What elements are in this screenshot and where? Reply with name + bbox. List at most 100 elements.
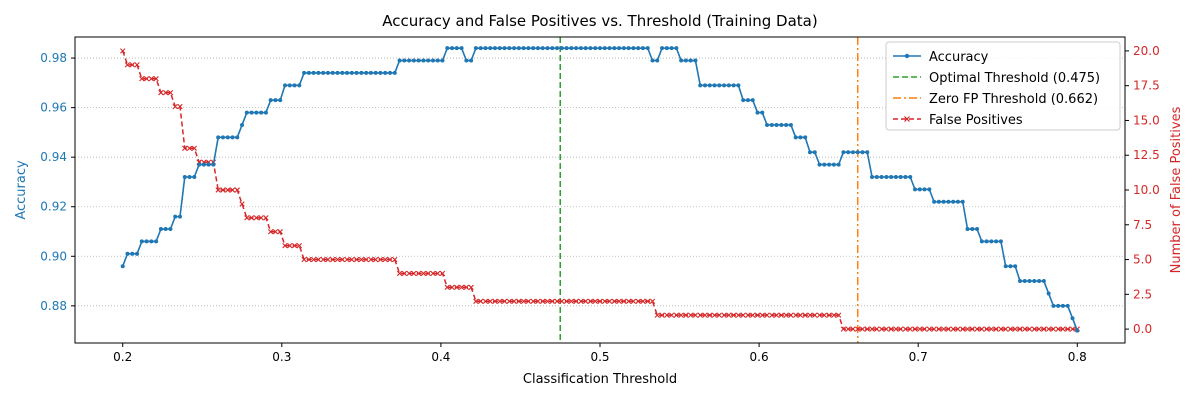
accuracy-point: [383, 70, 388, 75]
accuracy-point: [765, 122, 770, 127]
false-positives-point: [845, 326, 851, 332]
accuracy-point: [149, 239, 154, 244]
accuracy-point: [311, 70, 316, 75]
false-positives-point: [287, 242, 293, 249]
accuracy-point: [669, 46, 674, 51]
accuracy-point: [693, 58, 698, 63]
false-positives-point: [826, 312, 832, 318]
accuracy-point: [664, 46, 669, 51]
accuracy-point: [998, 239, 1003, 244]
accuracy-point: [316, 70, 321, 75]
false-positives-point: [544, 298, 551, 304]
accuracy-point: [216, 135, 221, 140]
false-positives-point: [425, 270, 431, 277]
false-positives-point: [143, 76, 150, 82]
accuracy-point: [545, 46, 550, 51]
accuracy-point: [402, 58, 407, 63]
y-right-tick-label: 5.0: [1133, 253, 1152, 267]
false-positives-point: [621, 298, 627, 304]
false-positives-point: [511, 298, 517, 304]
false-positives-point: [1069, 326, 1076, 332]
chart-title: Accuracy and False Positives vs. Thresho…: [382, 12, 817, 30]
false-positives-point: [306, 256, 312, 263]
false-positives-point: [1012, 326, 1018, 332]
y-left-axis-ticks: 0.88 0.90 0.92 0.94 0.96 0.98: [40, 51, 75, 313]
false-positives-point: [888, 326, 894, 332]
false-positives-point: [225, 187, 231, 193]
accuracy-point: [1046, 291, 1051, 296]
false-positives-point: [382, 256, 388, 263]
accuracy-point: [1008, 264, 1013, 269]
false-positives-point: [654, 312, 660, 318]
accuracy-point: [297, 83, 302, 88]
accuracy-point: [917, 187, 922, 192]
false-positives-point: [215, 187, 221, 193]
false-positives-point: [625, 298, 632, 304]
accuracy-point: [435, 58, 440, 63]
false-positives-point: [917, 326, 923, 332]
accuracy-point: [626, 46, 631, 51]
false-positives-point: [721, 312, 727, 318]
x-tick-label: 0.2: [113, 350, 132, 364]
false-positives-point: [525, 298, 532, 304]
y-left-tick-label: 0.96: [40, 101, 67, 115]
accuracy-point: [803, 135, 808, 140]
accuracy-point: [870, 174, 875, 179]
x-tick-label: 0.6: [750, 350, 769, 364]
false-positives-point: [902, 326, 909, 332]
accuracy-point: [516, 46, 521, 51]
accuracy-point: [793, 135, 798, 140]
grid-lines: [75, 57, 1125, 307]
accuracy-point: [392, 70, 397, 75]
false-positives-point: [339, 256, 345, 263]
accuracy-point: [368, 70, 373, 75]
false-positives-point: [874, 326, 880, 332]
accuracy-point: [535, 46, 540, 51]
false-positives-point: [120, 48, 126, 54]
accuracy-point: [144, 239, 149, 244]
accuracy-point: [841, 150, 846, 155]
accuracy-point: [354, 70, 359, 75]
accuracy-point: [1075, 328, 1080, 333]
false-positives-point: [945, 326, 952, 332]
accuracy-point: [731, 83, 736, 88]
false-positives-point: [458, 284, 465, 291]
false-positives-point: [582, 298, 589, 304]
accuracy-point: [578, 46, 583, 51]
accuracy-point: [827, 162, 832, 167]
accuracy-point: [903, 174, 908, 179]
false-positives-point: [220, 187, 226, 193]
accuracy-point: [1032, 279, 1037, 284]
false-positives-point: [659, 312, 665, 318]
accuracy-point: [860, 150, 865, 155]
false-positives-point: [707, 312, 713, 318]
accuracy-point: [850, 150, 855, 155]
false-positives-point: [272, 229, 279, 235]
legend-box: [885, 41, 1121, 131]
accuracy-point: [822, 162, 827, 167]
accuracy-series: [120, 46, 1080, 333]
false-positives-point: [411, 270, 417, 277]
x-tick-label: 0.7: [909, 350, 928, 364]
accuracy-point: [125, 251, 130, 256]
accuracy-point: [965, 227, 970, 232]
x-tick-label: 0.5: [590, 350, 609, 364]
accuracy-point: [960, 199, 965, 204]
accuracy-point: [750, 98, 755, 103]
false-positives-point: [239, 201, 245, 207]
accuracy-point: [913, 187, 917, 192]
accuracy-point: [178, 214, 182, 219]
false-positives-point: [692, 312, 699, 318]
accuracy-point: [163, 227, 168, 232]
accuracy-point: [1013, 264, 1018, 269]
accuracy-point: [197, 162, 202, 167]
false-positives-point: [673, 312, 680, 318]
accuracy-point: [130, 251, 135, 256]
accuracy-point: [927, 187, 932, 192]
accuracy-point: [989, 239, 994, 244]
false-positives-point: [334, 256, 341, 263]
false-positives-point: [745, 312, 751, 318]
accuracy-point: [158, 227, 163, 232]
false-positives-point: [1036, 326, 1042, 332]
false-positives-point: [1041, 326, 1047, 332]
